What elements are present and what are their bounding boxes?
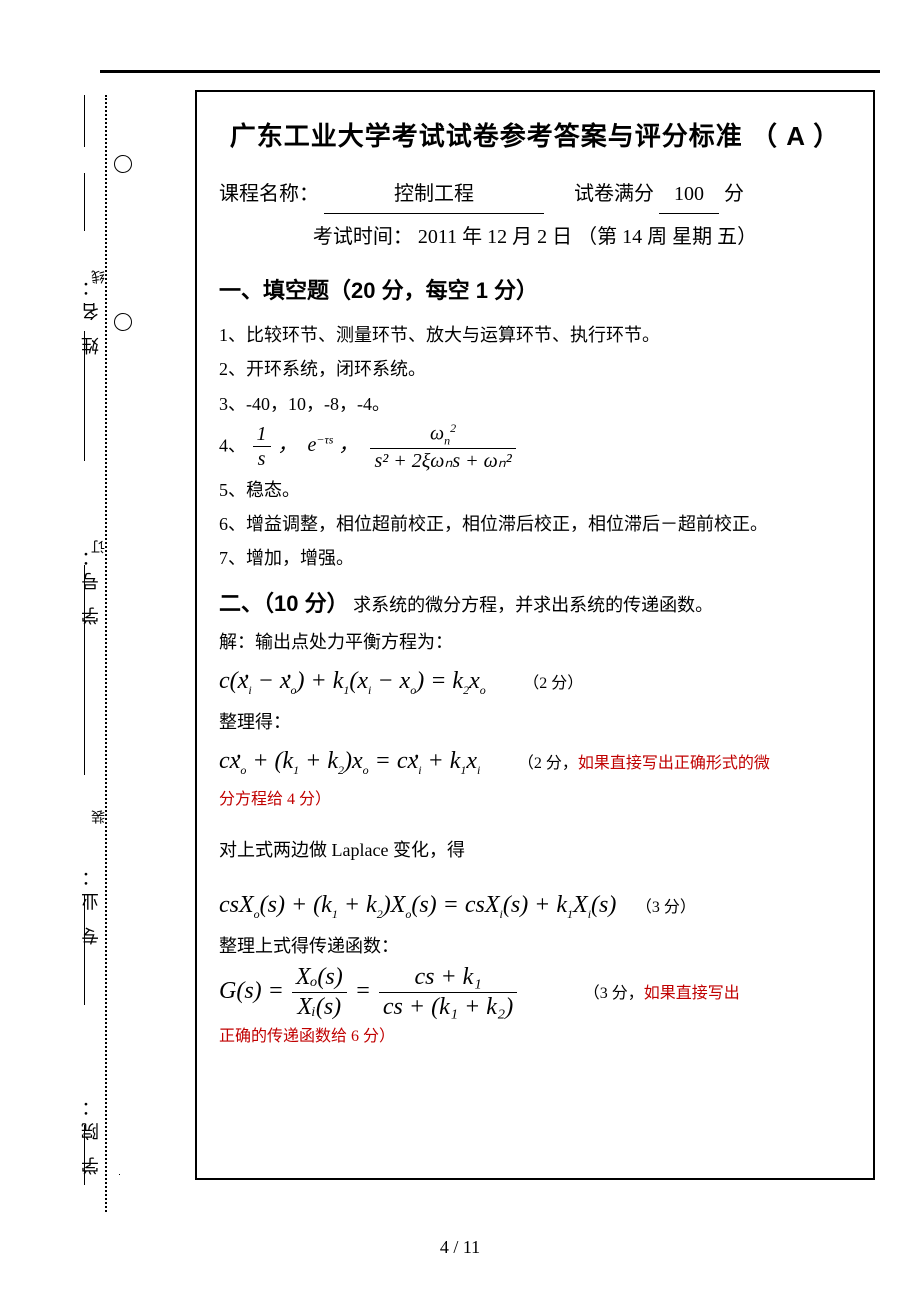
q3: 3、-40，10，-8，-4。	[219, 387, 851, 421]
section-2-heading: 二、（10 分） 求系统的微分方程，并求出系统的传递函数。	[219, 583, 851, 625]
page-number: 4 / 11	[0, 1237, 920, 1258]
doc-title: 广东工业大学考试试卷参考答案与评分标准 （ A ）	[219, 112, 851, 161]
full-unit: 分	[724, 183, 744, 205]
reorg-2: 整理上式得传递函数：	[219, 929, 851, 963]
eq1-score: （2 分）	[523, 675, 583, 692]
full-score: 100	[659, 175, 719, 214]
eq3: csXo(s) + (k1 + k2)Xo(s) = csXi(s) + k1X…	[219, 892, 622, 918]
uline-5	[84, 895, 85, 1005]
eq4: G(s) = Xₒ(s)Xᵢ(s) = cs + k₁cs + (k₁ + k₂…	[219, 978, 525, 1004]
course-name: 控制工程	[324, 175, 544, 214]
section-1-heading: 一、填空题（20 分，每空 1 分）	[219, 270, 851, 312]
sec2-label: 二、（10 分）	[219, 591, 349, 616]
q2: 2、开环系统，闭环系统。	[219, 352, 851, 386]
eq3-row: csXo(s) + (k1 + k2)Xo(s) = csXi(s) + k1X…	[219, 883, 851, 929]
eq3-score: （3 分）	[636, 899, 696, 916]
full-label: 试卷满分	[574, 183, 654, 205]
q7: 7、增加，增强。	[219, 541, 851, 575]
uline-3	[84, 331, 85, 461]
eq2-score-cont: 分方程给 4 分）	[219, 785, 851, 815]
content-frame: 广东工业大学考试试卷参考答案与评分标准 （ A ） 课程名称： 控制工程 试卷满…	[195, 90, 875, 1180]
meta-row-1: 课程名称： 控制工程 试卷满分 100 分	[219, 175, 851, 214]
top-rule	[100, 70, 880, 73]
eq2: cxo + (k1 + k2)xo = cxi + k1xi	[219, 748, 486, 774]
laplace-text: 对上式两边做 Laplace 变化，得	[219, 833, 851, 867]
q4-prefix: 4、	[219, 435, 246, 455]
mark-ding: 订	[90, 540, 110, 554]
q4-frac1-num: 1	[253, 422, 271, 447]
eq2-score: （2 分，如果直接写出正确形式的微	[518, 755, 770, 772]
time-label: 考试时间：	[313, 226, 413, 248]
page: 学 院： 专 业： 学 号： 姓 名： 装 订 线 广东工业大学考试试卷参考答案…	[0, 0, 920, 1302]
q4-e-sup: −τs	[316, 433, 333, 447]
g-mid-num: Xₒ(s)	[292, 963, 347, 993]
mark-xian: 线	[90, 270, 110, 284]
uline-4	[84, 565, 85, 775]
label-xueyuan: 学 院：	[78, 1015, 125, 1175]
mark-zhuang: 装	[90, 810, 110, 824]
g-lhs: G(s) =	[219, 978, 284, 1004]
eq1: c(xi − xo) + k1(xi − xo) = k2xo	[219, 668, 492, 694]
q5: 5、稳态。	[219, 473, 851, 507]
eq4-score: （3 分，如果直接写出	[584, 985, 740, 1002]
time-value: 2011 年 12 月 2 日 （第 14 周 星期 五）	[418, 226, 757, 248]
title-text: 广东工业大学考试试卷参考答案与评分标准 （	[230, 121, 778, 151]
g-rhs-den: cs + (k₁ + k₂)	[379, 993, 517, 1022]
q4-frac2-num: ωn2	[370, 421, 515, 449]
title-variant: A	[786, 121, 805, 151]
g-rhs-num: cs + k₁	[379, 963, 517, 993]
uline-1	[84, 95, 85, 147]
reorg-1: 整理得：	[219, 705, 851, 739]
eq2-row: cxo + (k1 + k2)xo = cxi + k1xi （2 分，如果直接…	[219, 739, 851, 785]
q4: 4、 1s ， e−τs ， ωn2 s² + 2ξωₙs + ωₙ²	[219, 421, 851, 473]
label-zhuanye: 专 业：	[78, 785, 104, 945]
circle-2	[114, 313, 132, 331]
eq4-row: G(s) = Xₒ(s)Xᵢ(s) = cs + k₁cs + (k₁ + k₂…	[219, 963, 851, 1022]
q6: 6、增益调整，相位超前校正，相位滞后校正，相位滞后－超前校正。	[219, 507, 851, 541]
binding-sidebar: 学 院： 专 业： 学 号： 姓 名：	[60, 95, 160, 1212]
course-label: 课程名称：	[219, 183, 319, 205]
solution-label: 解：输出点处力平衡方程为：	[219, 625, 851, 659]
eq1-row: c(xi − xo) + k1(xi − xo) = k2xo （2 分）	[219, 659, 851, 705]
q1: 1、比较环节、测量环节、放大与运算环节、执行环节。	[219, 318, 851, 352]
q4-frac1-den: s	[253, 447, 271, 471]
meta-row-2: 考试时间： 2011 年 12 月 2 日 （第 14 周 星期 五）	[219, 218, 851, 256]
eq4-score-cont: 正确的传递函数给 6 分）	[219, 1022, 851, 1052]
circle-top	[114, 155, 132, 173]
g-mid-den: Xᵢ(s)	[292, 993, 347, 1022]
q4-frac2-den: s² + 2ξωₙs + ωₙ²	[370, 449, 515, 473]
dotted-fold-line	[105, 95, 107, 1212]
title-end: ）	[813, 121, 840, 151]
sec2-text: 求系统的微分方程，并求出系统的传递函数。	[353, 595, 713, 615]
uline-2	[84, 173, 85, 231]
uline-6	[84, 1125, 85, 1185]
